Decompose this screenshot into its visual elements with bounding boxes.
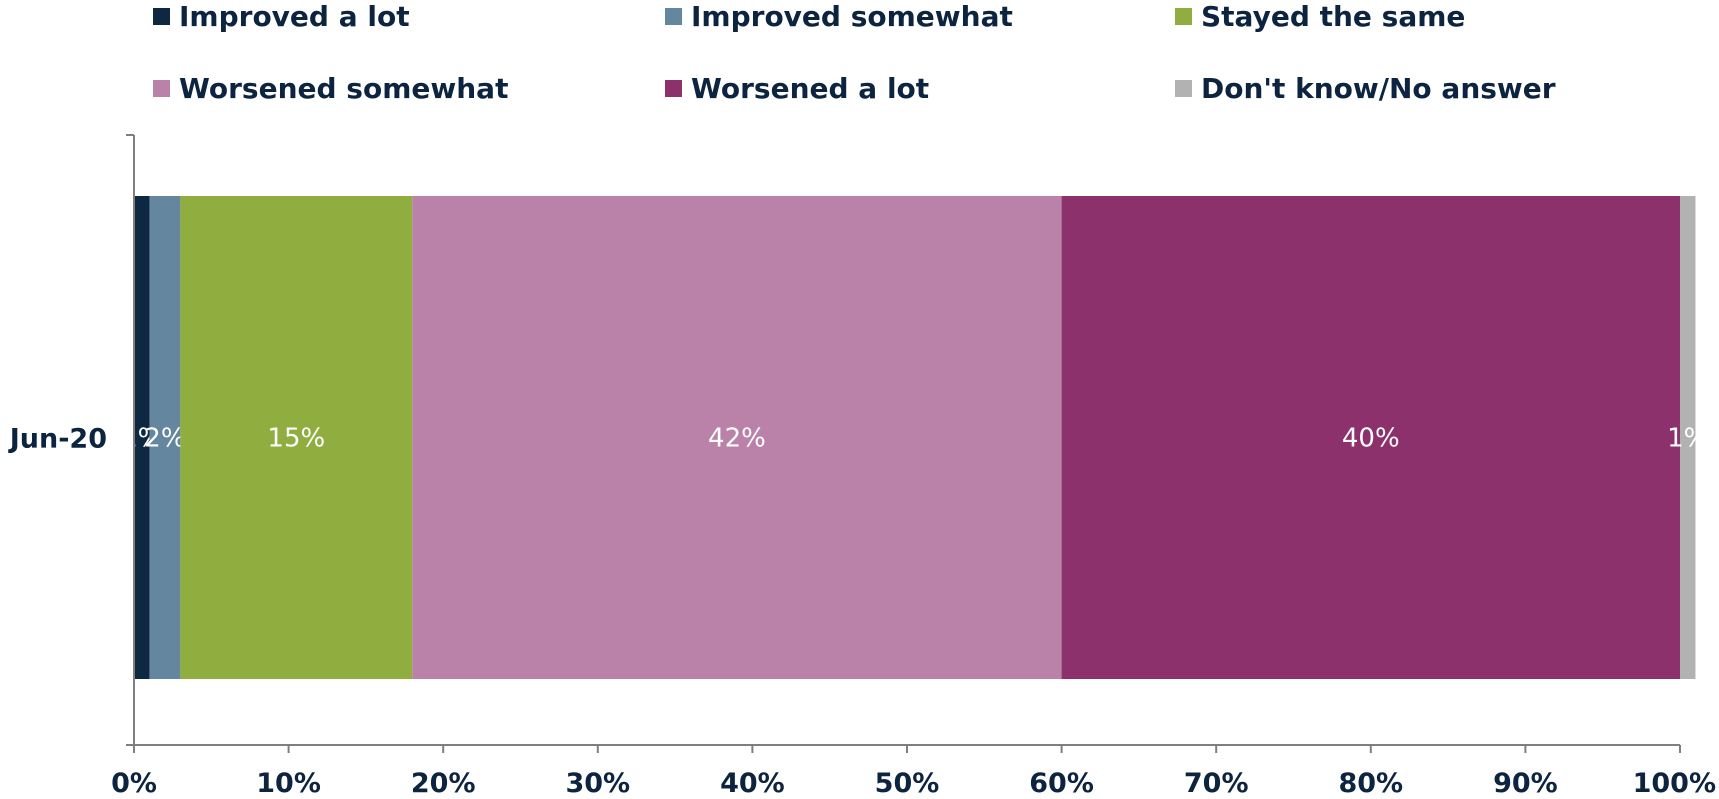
legend-label-worsened-somewhat: Worsened somewhat — [179, 72, 508, 105]
x-tick-label: 0% — [111, 768, 157, 799]
data-label-don-t-know-no-answer: 1% — [1667, 424, 1708, 454]
bar-segment-worsened-somewhat — [412, 196, 1062, 679]
legend-label-stayed-the-same: Stayed the same — [1201, 0, 1465, 33]
legend-label-improved-a-lot: Improved a lot — [179, 0, 410, 33]
x-tick-label: 50% — [875, 768, 940, 799]
legend-swatch-worsened-somewhat — [153, 80, 170, 97]
x-tick-label: 70% — [1184, 768, 1249, 799]
x-tick-label: 40% — [720, 768, 785, 799]
bar-segment-improved-a-lot — [134, 196, 150, 679]
legend-label-worsened-a-lot: Worsened a lot — [691, 72, 929, 105]
x-tick-label: 60% — [1029, 768, 1094, 799]
bar-segment-worsened-a-lot — [1061, 196, 1680, 679]
legend-swatch-improved-somewhat — [665, 8, 682, 25]
x-tick-label: 80% — [1338, 768, 1403, 799]
legend-label-improved-somewhat: Improved somewhat — [691, 0, 1013, 33]
x-tick-label: 100% — [1633, 768, 1716, 799]
data-label-worsened-somewhat: 42% — [708, 424, 766, 454]
legend-label-don-t-know-no-answer: Don't know/No answer — [1201, 72, 1556, 105]
category-label: Jun-20 — [8, 424, 107, 455]
x-tick-label: 10% — [256, 768, 321, 799]
data-label-stayed-the-same: 15% — [267, 424, 325, 454]
data-label-worsened-a-lot: 40% — [1342, 424, 1400, 454]
bar-segment-improved-somewhat — [149, 196, 181, 679]
axes: 0% 10% 20% 30% 40% 50% 60% 70% 80% 90% 100% Jun-20 — [8, 134, 1716, 799]
x-tick-label: 30% — [565, 768, 630, 799]
data-label-improved-somewhat: 2% — [144, 424, 185, 454]
bars: 1%2% 15% 42% 40% 1% — [121, 196, 1708, 679]
legend-swatch-improved-a-lot — [153, 8, 170, 25]
x-tick-label: 90% — [1493, 768, 1558, 799]
x-tick-label: 20% — [411, 768, 476, 799]
legend-swatch-don-t-know-no-answer — [1175, 80, 1192, 97]
bar-segment-stayed-the-same — [180, 196, 413, 679]
legend-swatch-worsened-a-lot — [665, 80, 682, 97]
bar-segment-don-t-know-no-answer — [1680, 196, 1696, 679]
legend-swatch-stayed-the-same — [1175, 8, 1192, 25]
legend: Improved a lot Improved somewhat Stayed th… — [153, 0, 1556, 105]
